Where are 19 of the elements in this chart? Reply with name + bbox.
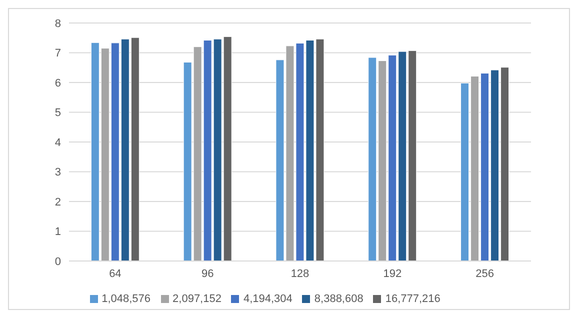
y-tick-label: 4 [54, 136, 61, 149]
y-tick-label: 7 [54, 48, 61, 60]
legend-label: 16,777,216 [385, 293, 440, 305]
y-tick-label: 0 [54, 256, 61, 268]
y-tick-label: 2 [54, 196, 61, 208]
y-tick-label: 3 [54, 166, 61, 179]
x-tick-label: 256 [476, 268, 494, 280]
legend-label: 4,194,304 [243, 293, 292, 305]
y-tick-label: 8 [54, 18, 61, 30]
x-tick-label: 128 [290, 268, 310, 280]
y-tick-label: 5 [54, 107, 61, 120]
legend-label: 8,388,608 [314, 293, 364, 305]
x-tick-label: 64 [109, 268, 122, 280]
x-tick-label: 192 [383, 268, 402, 280]
legend-label: 1,048,576 [102, 293, 151, 305]
x-tick-label: 96 [201, 268, 214, 280]
y-tick-label: 6 [54, 77, 61, 90]
legend-label: 2,097,152 [172, 293, 222, 305]
y-tick-label: 1 [54, 226, 61, 238]
